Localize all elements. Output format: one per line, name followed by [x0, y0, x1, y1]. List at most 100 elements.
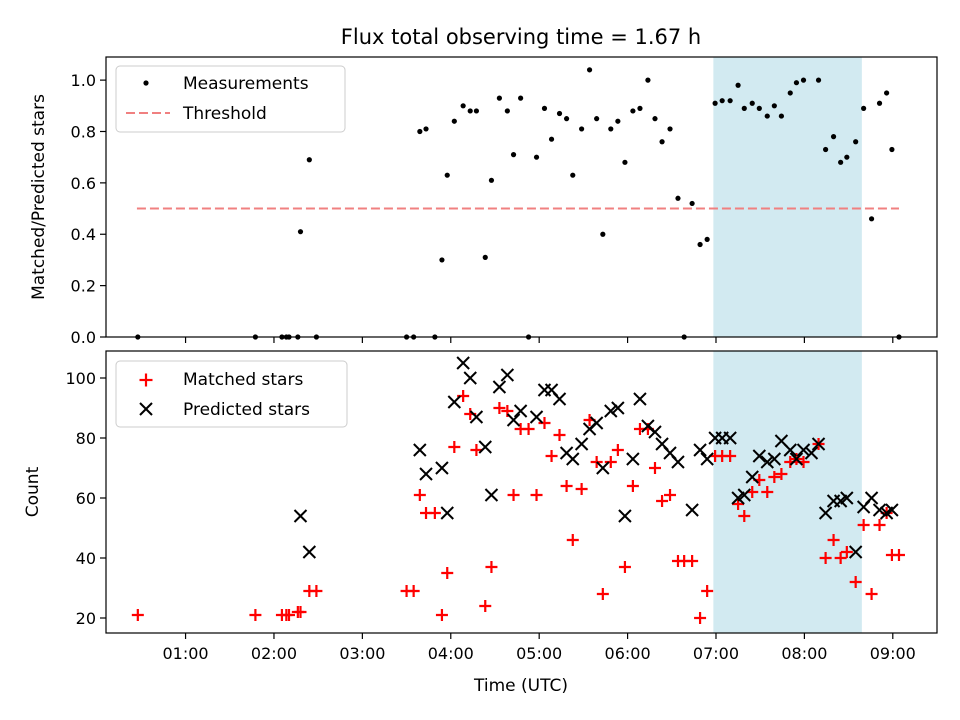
measurement-point [800, 77, 807, 83]
predicted-star-point [633, 392, 647, 406]
predicted-star-point [419, 467, 433, 481]
predicted-star-point [804, 446, 819, 460]
predicted-star-point [626, 452, 640, 466]
x-tick-label: 07:00 [693, 644, 739, 663]
measurement-point [675, 195, 681, 201]
predicted-star-point [840, 491, 854, 505]
measurement-point [689, 200, 695, 207]
measurement-point [451, 118, 457, 124]
matched-star-point [656, 495, 669, 507]
top-observing-window-band [713, 57, 862, 337]
predicted-star-point [566, 452, 580, 466]
measurement-point [297, 229, 304, 235]
measurement-point [417, 128, 423, 135]
bottom-y-axis-label: Count [23, 466, 43, 517]
top-y-tick-label: 0.0 [71, 328, 96, 347]
matched-star-point [566, 534, 579, 546]
matched-star-point [448, 441, 461, 453]
measurement-point [518, 95, 524, 101]
predicted-star-point [671, 455, 685, 469]
matched-star-point [857, 519, 870, 531]
predicted-star-point [752, 449, 767, 463]
predicted-star-point [723, 431, 737, 445]
top-y-axis-label: Matched/Predicted stars [29, 94, 49, 300]
chart-title: Flux total observing time = 1.67 h [341, 25, 701, 49]
measurement-point [496, 95, 502, 101]
measurement-point [533, 154, 540, 160]
measurement-point [778, 113, 785, 119]
measurement-point [704, 236, 710, 242]
measurement-point [652, 116, 658, 122]
measurement-point [853, 139, 859, 145]
matched-star-point [413, 489, 426, 501]
measurement-point [630, 108, 636, 114]
bottom-y-tick-label: 20 [76, 609, 96, 628]
top-legend-box [115, 65, 346, 133]
predicted-star-point [456, 356, 470, 370]
x-tick-label: 06:00 [605, 644, 651, 663]
legend-matched-label: Matched stars [183, 370, 303, 390]
matched-star-point [873, 519, 886, 531]
legend-predicted-label: Predicted stars [183, 400, 310, 420]
matched-star-point [694, 612, 707, 624]
matched-star-point [611, 444, 624, 456]
measurement-point [482, 254, 488, 260]
measurement-point [444, 172, 450, 178]
matched-star-point [553, 429, 566, 441]
matched-star-point [282, 609, 295, 621]
x-tick-label: 08:00 [781, 644, 827, 663]
bottom-plot-frame [105, 350, 938, 634]
top-axes: 0.0 0.2 0.4 0.6 0.8 1.0 Matched/Predicted sta… [29, 56, 938, 347]
bottom-legend: Matched stars Predicted stars [115, 360, 348, 428]
matched-star-point [686, 555, 699, 567]
matched-star-point [522, 423, 535, 435]
predicted-star-point [760, 455, 774, 469]
predicted-star-point [693, 443, 707, 457]
predicted-star-point [552, 392, 567, 406]
measurements-series [135, 67, 902, 340]
measurement-point [488, 177, 495, 183]
measurement-point [727, 98, 733, 104]
measurement-point [868, 216, 875, 222]
matched-star-point [538, 417, 551, 429]
matched-star-point [435, 609, 448, 621]
measurement-point [622, 159, 628, 165]
matched-star-point [428, 507, 441, 519]
matched-star-point [840, 546, 853, 558]
predicted-star-point [500, 368, 515, 382]
predicted-star-point [767, 452, 782, 466]
legend-measurements-label: Measurements [183, 74, 309, 94]
predicted-star-point [469, 410, 484, 424]
predicted-star-point [818, 506, 833, 520]
bottom-axes: 20 40 60 80 100 01:00 02:00 03:00 04:00 05:00 06:… [23, 350, 938, 696]
bottom-x-ticks: 01:00 02:00 03:00 04:00 05:00 06:00 07:00 08:00… [163, 633, 916, 663]
legend-predicted-marker [139, 402, 153, 416]
matched-star-point [701, 585, 714, 597]
matched-star-point [865, 588, 878, 600]
matched-star-point [249, 609, 262, 621]
x-tick-label: 02:00 [251, 644, 297, 663]
matched-star-point [575, 483, 588, 495]
matched-star-point [664, 489, 677, 501]
predicted-star-point [302, 545, 317, 559]
matched-star-point [834, 552, 847, 564]
predicted-star-point [463, 371, 477, 385]
matched-star-point [761, 486, 774, 498]
predicted-star-point [737, 488, 751, 502]
measurement-point [504, 108, 510, 114]
measurement-point [637, 105, 643, 111]
matched-star-point [768, 471, 781, 483]
matched-star-point [604, 456, 617, 468]
predicted-star-point [492, 380, 507, 394]
predicted-star-point [700, 452, 714, 466]
matched-star-point [479, 600, 492, 612]
measurement-point [861, 105, 867, 111]
measurement-point [830, 134, 837, 140]
measurement-point [600, 231, 606, 237]
measurement-point [439, 257, 445, 263]
x-tick-label: 01:00 [163, 644, 209, 663]
measurement-point [793, 80, 800, 86]
measurement-point [645, 77, 651, 83]
measurement-point [884, 90, 890, 96]
predicted-star-point [648, 425, 662, 439]
